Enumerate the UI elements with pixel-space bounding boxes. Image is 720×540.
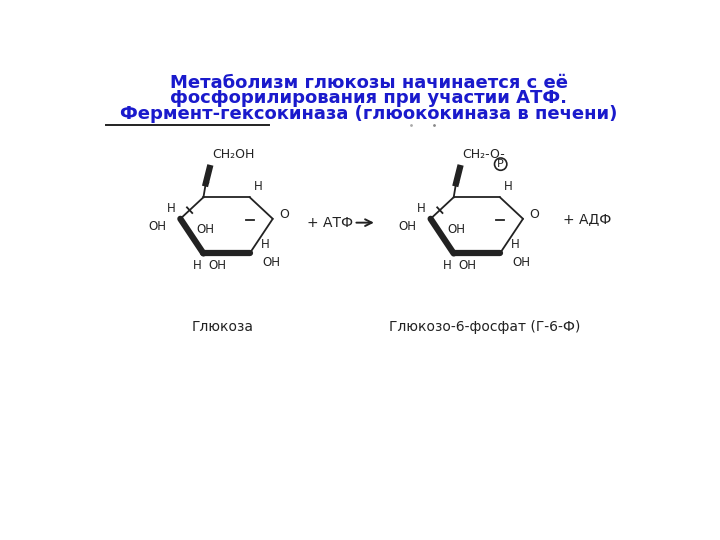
Text: H: H	[167, 201, 176, 214]
Text: H: H	[261, 238, 269, 251]
Text: OH: OH	[148, 220, 166, 233]
Text: H: H	[193, 259, 202, 272]
Text: OH: OH	[399, 220, 417, 233]
Text: P: P	[498, 159, 504, 169]
Text: H: H	[417, 201, 426, 214]
Text: Глюкоза: Глюкоза	[192, 320, 253, 334]
Text: CH₂OH: CH₂OH	[212, 148, 254, 161]
Text: фосфорилирования при участии АТФ.: фосфорилирования при участии АТФ.	[171, 90, 567, 107]
Text: OH: OH	[197, 224, 215, 237]
Text: O: O	[529, 208, 539, 221]
Text: Метаболизм глюкозы начинается с её: Метаболизм глюкозы начинается с её	[170, 74, 568, 92]
Text: OH: OH	[447, 224, 465, 237]
Text: H: H	[444, 259, 452, 272]
Text: OH: OH	[262, 256, 280, 269]
Text: + АДФ: + АДФ	[563, 212, 611, 226]
Text: CH₂-O-: CH₂-O-	[462, 148, 505, 161]
Text: H: H	[510, 238, 519, 251]
Text: OH: OH	[208, 259, 226, 272]
Text: Фермент-гексокиназа (глюококиназа в печени): Фермент-гексокиназа (глюококиназа в пече…	[120, 105, 618, 123]
Text: O: O	[279, 208, 289, 221]
Text: H: H	[504, 180, 513, 193]
Text: + АТФ: + АТФ	[307, 215, 354, 230]
Text: OH: OH	[459, 259, 477, 272]
Text: OH: OH	[512, 256, 530, 269]
Text: Глюкозо-6-фосфат (Г-6-Ф): Глюкозо-6-фосфат (Г-6-Ф)	[389, 320, 580, 334]
Text: H: H	[253, 180, 262, 193]
